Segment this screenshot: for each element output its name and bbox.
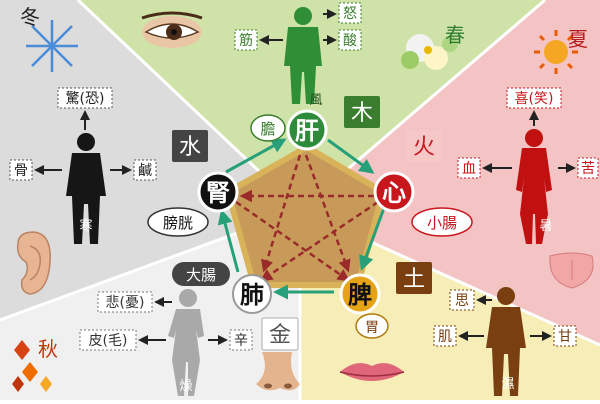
center-pentagon	[225, 144, 386, 288]
heat-climate-label: 暑	[539, 219, 552, 234]
dry-climate-label: 燥	[179, 379, 192, 394]
heart-node: 心	[373, 171, 415, 213]
blood-tissue-box: 血	[457, 157, 512, 179]
earth-figure	[486, 287, 526, 396]
fire-element-box: 火	[406, 130, 442, 162]
gallbladder-oval: 膽	[250, 114, 286, 142]
lung-label: 肺	[240, 281, 264, 309]
small-intestine-oval: 小腸	[411, 207, 473, 237]
blood-tissue-label: 血	[462, 161, 476, 177]
fire-element-label: 火	[413, 135, 435, 160]
bone-tissue-box: 骨	[9, 159, 62, 181]
skin-tissue-box: 皮(毛)	[79, 329, 166, 351]
pungent-taste-label: 辛	[234, 333, 248, 349]
nose-image	[256, 352, 300, 391]
wood-element-label: 木	[351, 101, 373, 126]
summer-zone	[300, 0, 600, 345]
fear-emotion-box: 驚(恐)	[57, 87, 113, 130]
spleen-node: 脾	[339, 273, 381, 315]
gallbladder-label: 膽	[260, 120, 275, 138]
lips-image	[339, 363, 405, 381]
tendon-tissue-label: 筋	[239, 32, 253, 49]
salty-taste-label: 鹹	[138, 163, 152, 179]
bladder-label: 膀胱	[163, 214, 193, 232]
wood-figure	[284, 7, 322, 104]
grief-emotion-box: 悲(憂)	[97, 291, 172, 313]
controlling-cycle	[235, 154, 379, 282]
spring-flower-icon	[401, 34, 458, 70]
metal-element-box: 金	[261, 317, 299, 351]
bone-tissue-label: 骨	[14, 163, 28, 179]
eye-image	[141, 11, 203, 48]
skin-tissue-label: 皮(毛)	[89, 333, 128, 349]
sweet-taste-box: 甘	[530, 325, 577, 347]
generating-cycle	[217, 138, 386, 300]
metal-element-label: 金	[269, 323, 291, 348]
joy-emotion-box: 喜(笑)	[506, 87, 562, 126]
earth-element-box: 土	[396, 262, 432, 294]
heart-label: 心	[382, 179, 406, 207]
wind-climate-label: 風	[309, 93, 322, 108]
stomach-label: 胃	[365, 320, 379, 336]
small-intestine-label: 小腸	[427, 214, 457, 232]
bitter-taste-box: 苦	[558, 157, 599, 179]
flesh-tissue-label: 肌	[438, 329, 452, 345]
metal-figure	[168, 289, 204, 396]
wood-element-box: 木	[344, 96, 380, 128]
cold-climate-label: 寒	[79, 218, 92, 234]
kidney-label: 腎	[206, 179, 230, 207]
bitter-taste-label: 苦	[581, 161, 595, 177]
sweet-taste-label: 甘	[558, 329, 572, 345]
snowflake-icon	[26, 20, 78, 72]
lung-node: 肺	[232, 274, 272, 314]
large-intestine-box: 大腸	[172, 262, 230, 286]
damp-climate-label: 濕	[501, 377, 514, 392]
tongue-image	[549, 252, 594, 289]
large-intestine-label: 大腸	[186, 266, 216, 284]
earth-element-label: 土	[403, 267, 425, 292]
liver-node: 肝	[286, 109, 328, 151]
summer-season-label: 夏	[568, 27, 588, 51]
sour-taste-label: 酸	[343, 33, 357, 49]
sun-icon	[534, 30, 578, 74]
fire-figure	[516, 129, 552, 244]
anger-emotion-box: 怒	[323, 2, 362, 24]
bladder-oval: 膀胱	[147, 207, 209, 237]
grief-emotion-label: 悲(憂)	[106, 294, 145, 311]
autumn-leaves-icon	[12, 340, 52, 392]
liver-label: 肝	[295, 117, 319, 145]
spring-season-label: 春	[445, 23, 465, 47]
kidney-node: 腎	[197, 171, 239, 213]
pungent-taste-box: 辛	[208, 329, 253, 351]
thought-emotion-label: 思	[455, 293, 469, 309]
joy-emotion-label: 喜(笑)	[515, 91, 554, 107]
tendon-tissue-box: 筋	[234, 29, 283, 51]
water-element-label: 水	[179, 135, 201, 160]
stomach-oval: 胃	[355, 313, 389, 339]
ear-image	[16, 231, 51, 295]
spleen-label: 脾	[348, 281, 372, 309]
thought-emotion-box: 思	[449, 289, 492, 311]
autumn-season-label: 秋	[38, 337, 58, 361]
sour-taste-box: 酸	[323, 29, 362, 51]
anger-emotion-label: 怒	[343, 6, 357, 22]
fear-emotion-label: 驚(恐)	[66, 90, 105, 107]
salty-taste-box: 鹹	[110, 159, 157, 181]
winter-season-label: 冬	[20, 5, 40, 29]
water-element-box: 水	[172, 130, 208, 162]
water-figure	[66, 133, 106, 244]
flesh-tissue-box: 肌	[433, 325, 484, 347]
